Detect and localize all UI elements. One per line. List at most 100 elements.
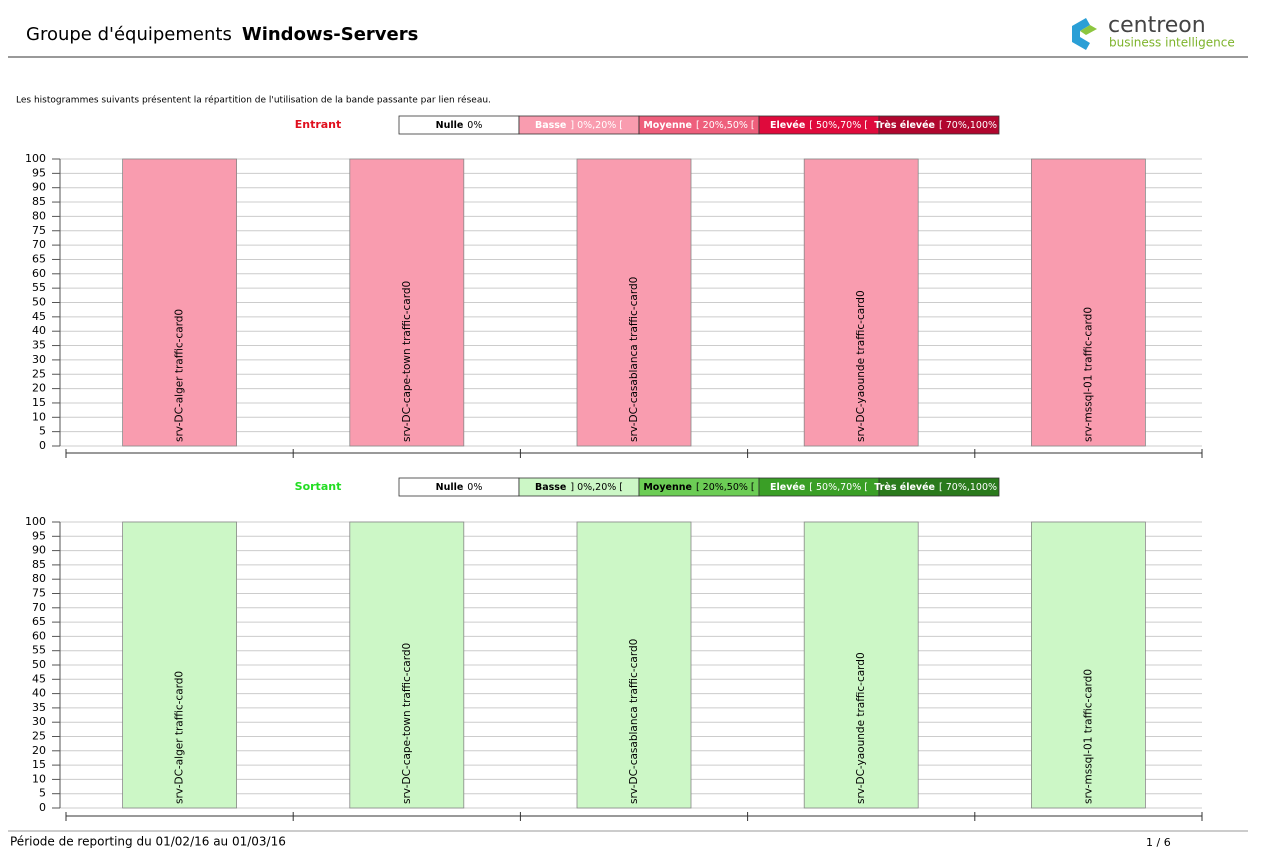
y-tick-label: 5 [39, 787, 46, 800]
bar-segment [576, 521, 692, 809]
page-number: 1 / 6 [1146, 836, 1171, 849]
y-tick-label: 50 [32, 296, 46, 309]
legend-entry: Très élevée [ 70%,100% ] [874, 482, 1004, 493]
y-tick-label: 90 [32, 181, 46, 194]
y-tick-label: 55 [32, 281, 46, 294]
legend-range: [ 20%,50% [ [696, 482, 755, 493]
y-tick-label: 60 [32, 629, 46, 642]
legend-range: 0% [467, 120, 482, 131]
logo-icon [1072, 18, 1090, 50]
category-label: srv-DC-alger traffic-card0 [174, 309, 186, 442]
y-tick-label: 95 [32, 529, 46, 542]
y-tick-label: 75 [32, 224, 46, 237]
logo-subtext: business intelligence [1109, 36, 1235, 50]
y-tick-label: 100 [25, 152, 46, 165]
y-tick-label: 95 [32, 166, 46, 179]
legend-name: Elevée [770, 120, 805, 131]
legend-name: Elevée [770, 482, 805, 493]
y-tick-label: 60 [32, 267, 46, 280]
legend-swatch [878, 477, 1000, 497]
y-tick-label: 90 [32, 544, 46, 557]
y-tick-label: 85 [32, 195, 46, 208]
legend-entry: Elevée [ 50%,70% [ [770, 482, 868, 493]
legend-swatch [878, 115, 1000, 135]
group-name: Windows-Servers [242, 24, 418, 45]
bar-segment [1031, 521, 1146, 809]
y-tick-label: 45 [32, 310, 46, 323]
y-tick-label: 0 [39, 801, 46, 814]
y-tick-label: 20 [32, 744, 46, 757]
y-tick-label: 40 [32, 687, 46, 700]
y-tick-label: 25 [32, 730, 46, 743]
legend-range: ] 0%,20% [ [570, 482, 623, 493]
legend-range: [ 50%,70% [ [809, 120, 868, 131]
y-tick-label: 65 [32, 252, 46, 265]
bar-segment [803, 158, 919, 447]
y-tick-label: 25 [32, 367, 46, 380]
legend-name: Très élevée [874, 482, 935, 493]
y-tick-label: 5 [39, 425, 46, 438]
legend-name: Basse [535, 482, 566, 493]
legend-entry: Très élevée [ 70%,100% ] [874, 120, 1004, 131]
category-label: srv-mssql-01 traffic-card0 [1082, 669, 1094, 804]
y-tick-label: 55 [32, 644, 46, 657]
category-label: srv-DC-yaounde traffic-card0 [855, 652, 867, 804]
category-label: srv-DC-cape-town traffic-card0 [401, 281, 413, 442]
legend-range: [ 20%,50% [ [696, 120, 755, 131]
y-tick-label: 80 [32, 209, 46, 222]
legend-entry: Moyenne [ 20%,50% [ [643, 120, 754, 131]
category-label: srv-mssql-01 traffic-card0 [1082, 307, 1094, 442]
y-tick-label: 75 [32, 587, 46, 600]
legend-entry: Elevée [ 50%,70% [ [770, 120, 868, 131]
category-label: srv-DC-casablanca traffic-card0 [628, 277, 640, 442]
y-tick-label: 50 [32, 658, 46, 671]
title-text: Groupe d'équipements [26, 24, 232, 45]
bar-segment [576, 158, 692, 447]
bar-segment [803, 521, 919, 809]
category-label: srv-DC-yaounde traffic-card0 [855, 290, 867, 442]
y-tick-label: 85 [32, 558, 46, 571]
legend-entry: Basse ] 0%,20% [ [535, 482, 623, 493]
y-tick-label: 10 [32, 410, 46, 423]
category-label: srv-DC-casablanca traffic-card0 [628, 639, 640, 804]
category-label: srv-DC-alger traffic-card0 [174, 671, 186, 804]
y-tick-label: 40 [32, 324, 46, 337]
chart-title: Sortant [295, 480, 342, 493]
y-tick-label: 80 [32, 572, 46, 585]
logo: centreon business intelligence [1072, 13, 1235, 50]
y-tick-label: 70 [32, 601, 46, 614]
logo-icon-part [1080, 25, 1097, 35]
legend-name: Très élevée [874, 120, 935, 131]
y-tick-label: 65 [32, 615, 46, 628]
y-tick-label: 20 [32, 382, 46, 395]
legend-name: Nulle [436, 482, 464, 493]
category-label: srv-DC-cape-town traffic-card0 [401, 643, 413, 804]
y-tick-label: 15 [32, 396, 46, 409]
legend-name: Moyenne [643, 120, 692, 131]
legend-entry: Nulle 0% [436, 482, 483, 493]
bar-segment [122, 158, 237, 447]
y-tick-label: 30 [32, 715, 46, 728]
legend-name: Moyenne [643, 482, 692, 493]
intro-text: Les histogrammes suivants présentent la … [16, 95, 491, 106]
bar-segment [122, 521, 237, 809]
footer-period: Période de reporting du 01/02/16 au 01/0… [10, 835, 286, 849]
y-tick-label: 0 [39, 439, 46, 452]
bar-segment [349, 521, 465, 809]
bar-segment [349, 158, 465, 447]
legend-range: [ 50%,70% [ [809, 482, 868, 493]
legend-entry: Nulle 0% [436, 120, 483, 131]
y-tick-label: 10 [32, 772, 46, 785]
chart-title: Entrant [295, 118, 342, 131]
legend-range: [ 70%,100% ] [939, 120, 1004, 131]
y-tick-label: 30 [32, 353, 46, 366]
legend-entry: Moyenne [ 20%,50% [ [643, 482, 754, 493]
legend-name: Nulle [436, 120, 464, 131]
y-tick-label: 15 [32, 758, 46, 771]
legend-entry: Basse ] 0%,20% [ [535, 120, 623, 131]
legend-range: [ 70%,100% ] [939, 482, 1004, 493]
legend-name: Basse [535, 120, 566, 131]
y-tick-label: 45 [32, 672, 46, 685]
legend-range: ] 0%,20% [ [570, 120, 623, 131]
